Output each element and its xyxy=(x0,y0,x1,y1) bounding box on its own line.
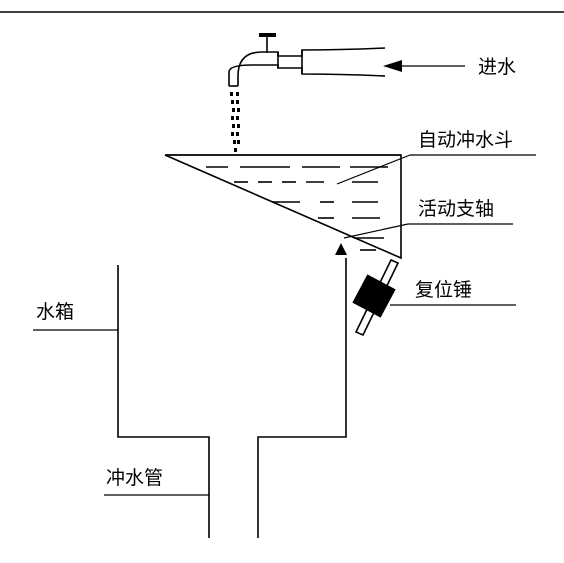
pivot-label: 活动支轴 xyxy=(418,198,494,220)
tank-left-wall xyxy=(117,265,210,538)
counterweight xyxy=(352,258,400,337)
tank-right-wall xyxy=(257,258,347,538)
bucket-label: 自动冲水斗 xyxy=(418,129,513,151)
counterweight-block xyxy=(352,274,396,318)
counterweight-label: 复位锤 xyxy=(415,279,472,301)
inlet-label: 进水 xyxy=(478,56,516,78)
flush-pipe-label: 冲水管 xyxy=(106,467,163,489)
water-stream xyxy=(230,92,240,152)
faucet xyxy=(228,33,386,152)
bucket-outline xyxy=(164,154,402,260)
faucet-pipe-bottom xyxy=(228,64,386,86)
bucket-leader-diag xyxy=(336,154,411,185)
faucet-pipe-top xyxy=(237,47,386,86)
pivot-leader-diag xyxy=(343,223,409,239)
faucet-handle xyxy=(259,33,276,37)
bucket-water xyxy=(206,166,388,251)
flush-bucket xyxy=(164,154,402,260)
tank-label: 水箱 xyxy=(36,301,74,323)
water-tank xyxy=(117,258,347,538)
pivot-triangle xyxy=(335,243,347,255)
inlet-arrowhead xyxy=(383,60,402,72)
